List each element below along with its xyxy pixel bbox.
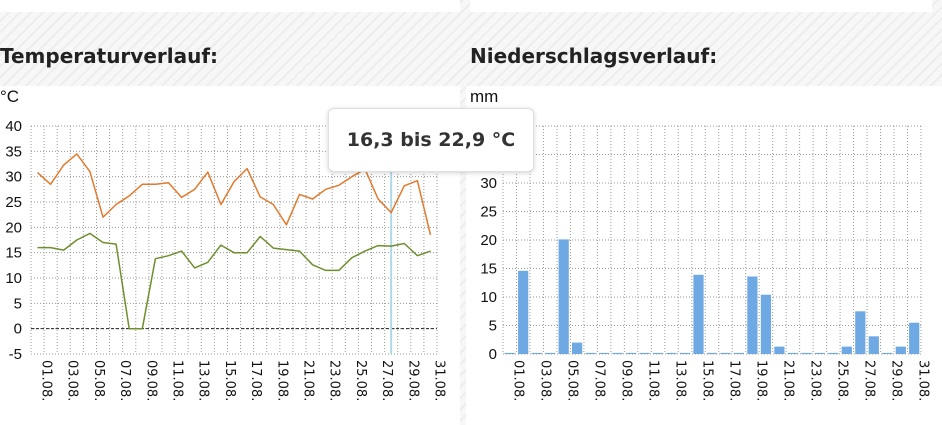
rain-x-tick-label: 17.08.: [726, 360, 741, 401]
rain-bar: [747, 276, 758, 354]
rain-x-tick-label: 23.08.: [807, 360, 822, 401]
rain-bar: [706, 352, 718, 354]
temp-y-tick-label: 30: [5, 169, 22, 186]
temp-x-tick-label: 27.08.: [379, 360, 394, 401]
rain-x-tick-label: 27.08.: [861, 360, 876, 401]
temp-x-tick-label: 25.08.: [353, 360, 368, 401]
temp-x-tick-label: 23.08.: [327, 360, 342, 401]
rain-bar: [612, 352, 623, 354]
rain-bar: [787, 352, 798, 354]
rain-bar: [666, 352, 677, 354]
rain-unit-label: mm: [470, 87, 498, 106]
rain-bar: [585, 352, 596, 354]
rain-bar: [828, 352, 839, 354]
rain-y-tick-label: 15: [480, 261, 497, 278]
rain-bar: [679, 352, 691, 354]
temperature-panel-title: Temperaturverlauf:: [0, 44, 219, 68]
temperature-top-card: [0, 0, 460, 12]
rain-x-tick-label: 19.08.: [753, 360, 768, 401]
temp-x-tick-label: 03.08.: [65, 360, 80, 401]
rain-bar: [558, 239, 569, 354]
rain-bar: [639, 352, 650, 354]
temp-y-tick-label: 25: [5, 194, 22, 211]
temp-min-series-line: [37, 232, 431, 330]
temp-unit-label: °C: [0, 87, 19, 106]
temp-y-tick-label: 15: [5, 245, 22, 262]
temp-x-tick-label: 19.08.: [274, 360, 289, 401]
temp-x-tick-label: 29.08.: [405, 360, 420, 401]
rain-x-tick-label: 21.08.: [780, 360, 795, 401]
rain-x-tick-label: 29.08.: [888, 360, 903, 401]
temp-x-tick-label: 01.08.: [39, 360, 54, 401]
rain-bar: [518, 270, 529, 354]
temp-x-tick-label: 13.08.: [196, 360, 211, 401]
temp-y-tick-label: 40: [5, 118, 22, 135]
rain-bar: [599, 352, 610, 354]
rain-bar: [760, 294, 771, 354]
rain-x-tick-label: 03.08.: [538, 360, 553, 401]
temp-x-tick-label: 11.08.: [170, 360, 185, 401]
rain-bar: [652, 352, 664, 354]
rain-bar: [774, 346, 785, 354]
rain-bar: [504, 352, 515, 354]
rain-y-tick-label: 0: [489, 346, 497, 363]
rain-y-tick-label: 10: [480, 289, 497, 306]
rain-y-tick-label: 5: [489, 318, 497, 335]
rain-bar: [531, 352, 542, 354]
temp-y-tick-label: 10: [5, 270, 22, 287]
rain-x-tick-label: 05.08.: [565, 360, 580, 401]
rain-x-tick-label: 15.08.: [700, 360, 715, 401]
rain-x-tick-label: 13.08.: [673, 360, 688, 401]
chart-tooltip: 16,3 bis 22,9 °C: [328, 108, 534, 172]
temp-y-tick-label: 0: [14, 321, 22, 338]
rain-y-tick-label: 25: [480, 204, 497, 221]
rain-y-tick-label: 30: [480, 175, 497, 192]
temp-x-tick-label: 31.08.: [431, 360, 446, 401]
temp-x-tick-label: 17.08.: [248, 360, 263, 401]
rain-y-tick-label: 20: [480, 232, 497, 249]
temp-y-tick-label: 35: [5, 143, 22, 160]
rain-bar: [895, 346, 906, 354]
temp-x-tick-label: 05.08.: [91, 360, 106, 401]
rain-bar: [626, 352, 637, 354]
rain-bar: [909, 322, 920, 354]
temp-y-tick-label: -5: [9, 346, 22, 363]
rain-x-tick-label: 25.08.: [834, 360, 849, 401]
tooltip-text: 16,3 bis 22,9 °C: [346, 129, 516, 151]
rain-bar: [572, 342, 583, 354]
rain-bar: [841, 346, 852, 354]
rain-x-tick-label: 11.08.: [646, 360, 661, 401]
rain-bar: [882, 352, 893, 354]
temp-x-tick-label: 15.08.: [222, 360, 237, 401]
rain-x-tick-label: 31.08.: [915, 360, 930, 401]
rain-bar: [868, 336, 879, 354]
rain-bar: [733, 352, 744, 354]
rain-bar: [720, 352, 731, 354]
temp-y-tick-label: 5: [14, 295, 22, 312]
temp-x-tick-label: 07.08.: [117, 360, 132, 401]
rain-bar: [545, 352, 556, 354]
temp-x-tick-label: 21.08.: [300, 360, 315, 401]
rain-x-tick-label: 09.08.: [619, 360, 634, 401]
precipitation-chart[interactable]: mm051015202530354001.08.03.08.05.08.07.0…: [466, 86, 942, 425]
temp-y-tick-label: 20: [5, 219, 22, 236]
precipitation-top-card: [470, 0, 932, 12]
rain-x-tick-label: 01.08.: [511, 360, 526, 401]
rain-x-tick-label: 07.08.: [592, 360, 607, 401]
rain-bar: [693, 274, 704, 354]
rain-bar: [801, 352, 812, 354]
rain-bar: [855, 311, 866, 355]
temp-x-tick-label: 09.08.: [143, 360, 158, 401]
precipitation-panel-title: Niederschlagsverlauf:: [470, 44, 718, 68]
rain-bar: [814, 352, 825, 354]
